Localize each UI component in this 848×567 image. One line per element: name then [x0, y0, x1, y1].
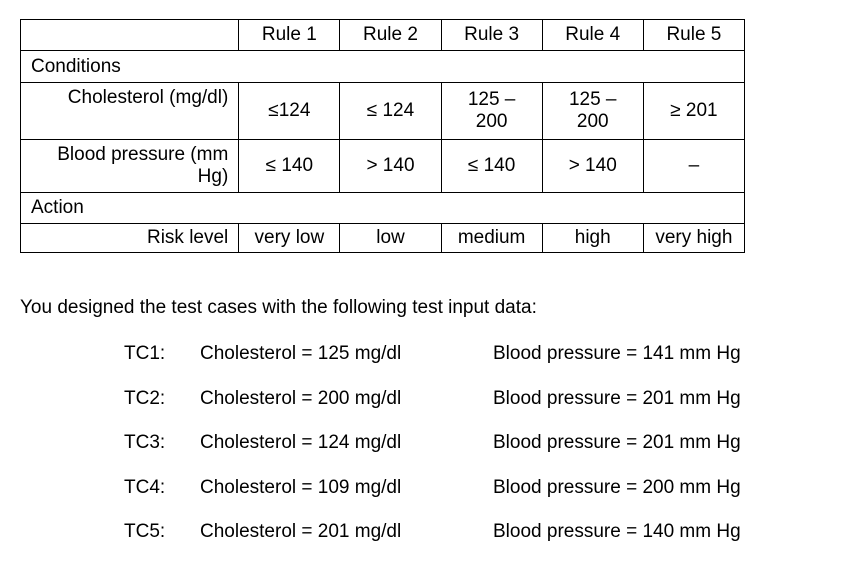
test-case-cholesterol: Cholesterol = 201 mg/dl	[200, 521, 402, 542]
rule-header-row: Rule 1 Rule 2 Rule 3 Rule 4 Rule 5	[19, 19, 746, 51]
blood-pressure-cell: ≤ 140	[440, 139, 543, 193]
rule-header: Rule 4	[541, 19, 644, 51]
decision-table: Rule 1 Rule 2 Rule 3 Rule 4 Rule 5 Condi…	[19, 19, 746, 253]
test-case-id: TC4:	[124, 477, 166, 498]
test-case-cholesterol: Cholesterol = 109 mg/dl	[200, 477, 402, 498]
risk-level-cell: very low	[238, 223, 341, 253]
cholesterol-row: Cholesterol (mg/dl) ≤124 ≤ 124 125 – 200…	[19, 82, 746, 140]
test-case-id: TC1:	[124, 343, 166, 364]
blood-pressure-label: Blood pressure (mm Hg)	[19, 139, 240, 193]
test-case-blood-pressure: Blood pressure = 201 mm Hg	[493, 432, 741, 453]
cholesterol-label: Cholesterol (mg/dl)	[19, 82, 240, 140]
cholesterol-cell: 125 – 200	[541, 82, 644, 140]
intro-text: You designed the test cases with the fol…	[20, 297, 537, 318]
risk-level-label: Risk level	[19, 223, 240, 253]
blood-pressure-cell: > 140	[339, 139, 442, 193]
test-case-row: TC1: Cholesterol = 125 mg/dl Blood press…	[0, 343, 848, 367]
blood-pressure-cell: ≤ 140	[238, 139, 341, 193]
test-case-blood-pressure: Blood pressure = 201 mm Hg	[493, 388, 741, 409]
blood-pressure-cell: –	[642, 139, 746, 193]
test-case-row: TC4: Cholesterol = 109 mg/dl Blood press…	[0, 477, 848, 501]
test-case-blood-pressure: Blood pressure = 141 mm Hg	[493, 343, 741, 364]
corner-cell	[19, 19, 240, 51]
test-case-blood-pressure: Blood pressure = 140 mm Hg	[493, 521, 741, 542]
risk-level-cell: low	[339, 223, 442, 253]
test-case-id: TC3:	[124, 432, 166, 453]
test-case-id: TC2:	[124, 388, 166, 409]
rule-header: Rule 3	[440, 19, 543, 51]
cholesterol-cell: ≥ 201	[642, 82, 746, 140]
rule-header: Rule 2	[339, 19, 442, 51]
cholesterol-cell: ≤ 124	[339, 82, 442, 140]
test-case-row: TC2: Cholesterol = 200 mg/dl Blood press…	[0, 388, 848, 412]
risk-level-cell: very high	[642, 223, 746, 253]
test-case-cholesterol: Cholesterol = 124 mg/dl	[200, 432, 402, 453]
test-case-cholesterol: Cholesterol = 125 mg/dl	[200, 343, 402, 364]
test-case-cholesterol: Cholesterol = 200 mg/dl	[200, 388, 402, 409]
test-case-id: TC5:	[124, 521, 166, 542]
action-section-row: Action	[20, 192, 745, 224]
risk-level-cell: medium	[440, 223, 543, 253]
conditions-label: Conditions	[20, 50, 745, 83]
conditions-section-row: Conditions	[20, 50, 745, 83]
test-case-row: TC3: Cholesterol = 124 mg/dl Blood press…	[0, 432, 848, 456]
blood-pressure-cell: > 140	[541, 139, 644, 193]
test-case-blood-pressure: Blood pressure = 200 mm Hg	[493, 477, 741, 498]
action-label: Action	[20, 192, 745, 224]
cholesterol-cell: ≤124	[238, 82, 341, 140]
rule-header: Rule 1	[238, 19, 341, 51]
test-case-row: TC5: Cholesterol = 201 mg/dl Blood press…	[0, 521, 848, 545]
risk-level-row: Risk level very low low medium high very…	[19, 223, 746, 253]
blood-pressure-row: Blood pressure (mm Hg) ≤ 140 > 140 ≤ 140…	[19, 139, 746, 193]
rule-header: Rule 5	[642, 19, 746, 51]
cholesterol-cell: 125 – 200	[440, 82, 543, 140]
risk-level-cell: high	[541, 223, 644, 253]
